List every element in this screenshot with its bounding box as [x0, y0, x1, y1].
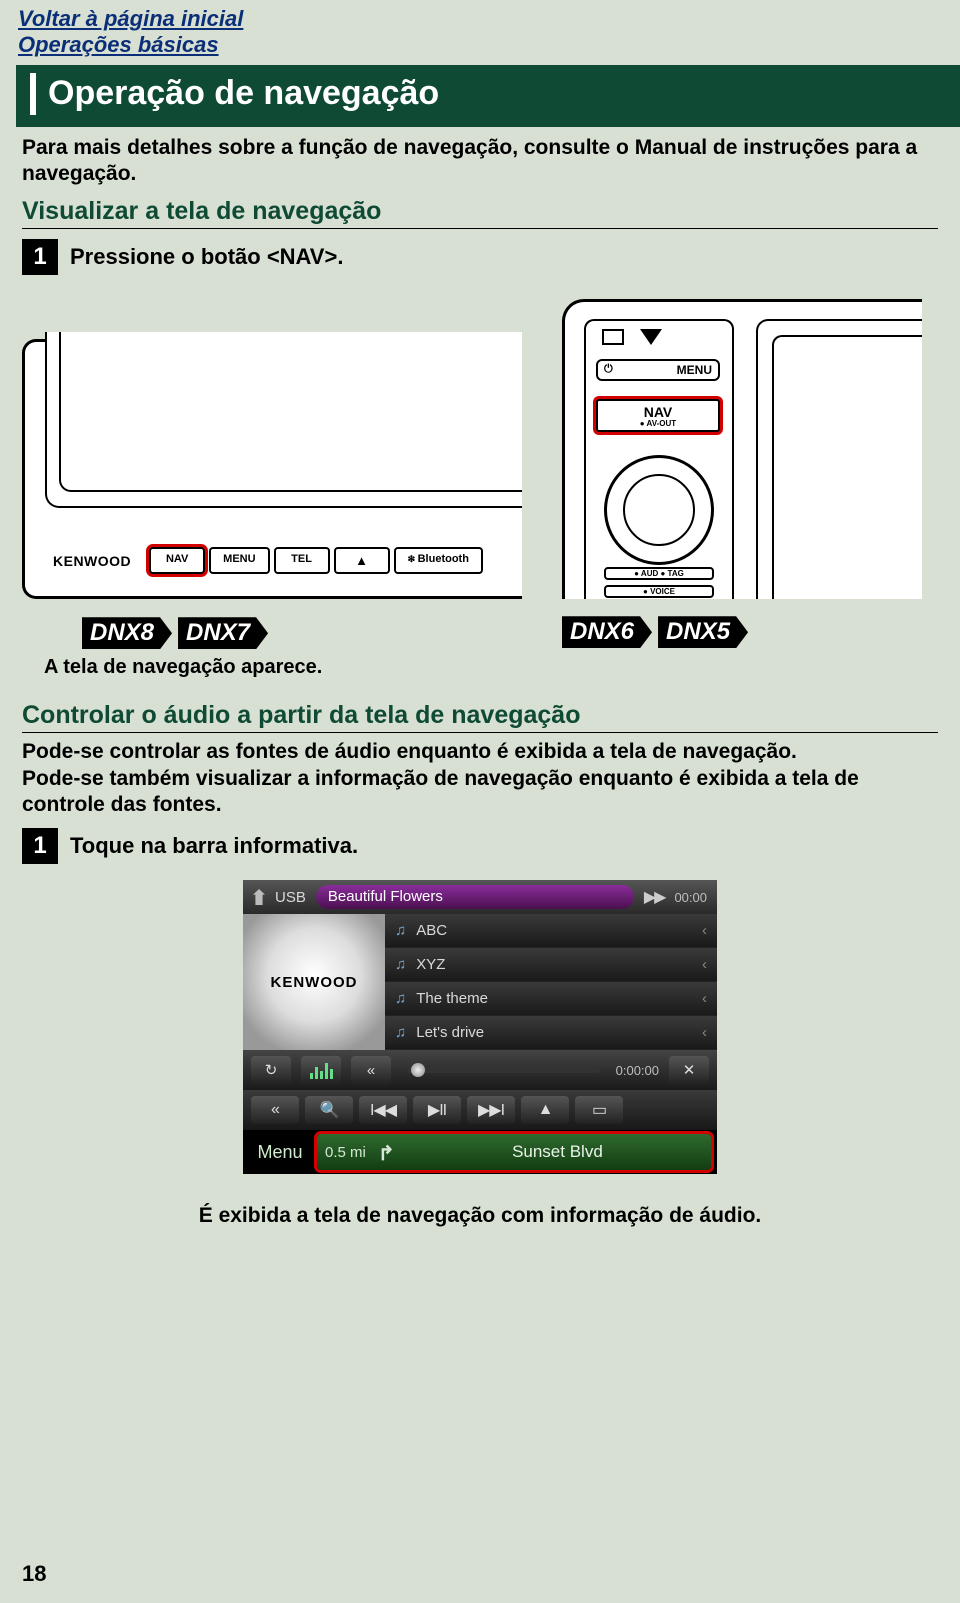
- dnx6-tag: DNX6: [562, 616, 652, 648]
- nav-info-bar-highlight: 0.5 mi ↱ Sunset Blvd: [317, 1134, 711, 1170]
- volume-knob: [604, 455, 714, 565]
- road-name: Sunset Blvd: [412, 1142, 703, 1162]
- menu-button: MENU: [209, 547, 269, 574]
- menu-button-right: MENU: [596, 359, 720, 381]
- eject-button: ▲: [334, 547, 390, 574]
- progress-bar: [407, 1067, 600, 1073]
- nav-screen-appears: A tela de navegação aparece.: [44, 656, 938, 679]
- note-icon: ♫: [395, 922, 406, 939]
- brand-label: KENWOOD: [53, 553, 131, 569]
- dnx5-tag: DNX5: [658, 616, 748, 648]
- prev-track-button: I◀◀: [359, 1096, 407, 1124]
- search-button: 🔍: [305, 1096, 353, 1124]
- tel-button: TEL: [274, 547, 330, 574]
- caret-icon: ‹: [702, 990, 707, 1007]
- subhead-visualize: Visualizar a tela de navegação: [22, 197, 938, 229]
- elapsed-time: 0:00:00: [616, 1063, 659, 1078]
- track-name: ABC: [416, 922, 447, 939]
- distance-label: 0.5 mi: [325, 1144, 366, 1161]
- body1: Pode-se controlar as fontes de áudio enq…: [22, 739, 938, 765]
- play-pause-button: ▶II: [413, 1096, 461, 1124]
- final-text: É exibida a tela de navegação com inform…: [22, 1204, 938, 1228]
- note-icon: ♫: [395, 956, 406, 973]
- album-art-brand: KENWOOD: [243, 914, 385, 1050]
- caret-icon: ‹: [702, 922, 707, 939]
- usb-icon: [253, 889, 265, 905]
- track-name: XYZ: [416, 956, 445, 973]
- page-number: 18: [22, 1561, 46, 1587]
- nav-button-right-highlight: NAV ● AV-OUT: [596, 399, 720, 432]
- audio-screenshot: USB Beautiful Flowers ▶▶ 00:00 KENWOOD ♫…: [243, 880, 717, 1174]
- list-item: ♫ The theme ‹: [385, 982, 717, 1016]
- folder-button: ▭: [575, 1096, 623, 1124]
- bluetooth-button: Bluetooth: [394, 547, 483, 574]
- title-accent: [30, 73, 36, 115]
- next-track-button: ▶▶I: [467, 1096, 515, 1124]
- ff-icon: ▶▶: [644, 887, 665, 907]
- eq-bars: [301, 1056, 341, 1084]
- dnx8-tag: DNX8: [82, 617, 172, 649]
- triangle-icon: [640, 329, 662, 345]
- intro-text: Para mais detalhes sobre a função de nav…: [22, 135, 938, 188]
- eject-button-audio: ▲: [521, 1096, 569, 1124]
- page-title: Operação de navegação: [48, 74, 439, 113]
- device-diagram-right: MENU NAV ● AV-OUT ● AUD ● TAG ● VOICE: [562, 299, 922, 599]
- nav-label: NAV: [598, 405, 718, 419]
- time-label: 00:00: [674, 890, 707, 905]
- body2: Pode-se também visualizar a informação d…: [22, 766, 938, 819]
- nav-button-highlight: NAV: [149, 547, 205, 574]
- menu-soft-button: Menu: [249, 1142, 311, 1163]
- step-text-2: Toque na barra informativa.: [70, 833, 358, 859]
- turn-icon: ↱: [378, 1141, 400, 1163]
- step-text: Pressione o botão <NAV>.: [70, 244, 343, 270]
- voice-label: ● VOICE: [604, 585, 714, 598]
- repeat-button: ↻: [251, 1056, 291, 1084]
- note-icon: ♫: [395, 990, 406, 1007]
- back-button: «: [251, 1096, 299, 1124]
- note-icon: ♫: [395, 1024, 406, 1041]
- dnx7-tag: DNX7: [178, 617, 268, 649]
- step-number: 1: [22, 239, 58, 275]
- track-name: The theme: [416, 990, 488, 1007]
- list-item: ♫ Let's drive ‹: [385, 1016, 717, 1050]
- source-label: USB: [275, 889, 306, 906]
- aud-label: ● AUD ● TAG: [604, 567, 714, 580]
- caret-icon: ‹: [702, 956, 707, 973]
- prev-page-button: «: [351, 1056, 391, 1084]
- list-item: ♫ ABC ‹: [385, 914, 717, 948]
- link-home[interactable]: Voltar à página inicial: [18, 6, 942, 32]
- section-title-bar: Operação de navegação: [16, 65, 960, 127]
- shuffle-button: ✕: [669, 1056, 709, 1084]
- track-name: Let's drive: [416, 1024, 484, 1041]
- list-item: ♫ XYZ ‹: [385, 948, 717, 982]
- caret-icon: ‹: [702, 1024, 707, 1041]
- subhead-control-audio: Controlar o áudio a partir da tela de na…: [22, 701, 938, 733]
- step-number-2: 1: [22, 828, 58, 864]
- now-playing-title: Beautiful Flowers: [316, 885, 634, 909]
- nav-sublabel: ● AV-OUT: [598, 419, 718, 428]
- top-icon: [602, 329, 624, 345]
- device-diagram-left: KENWOOD NAV MENU TEL ▲ Bluetooth: [22, 339, 522, 599]
- link-basics[interactable]: Operações básicas: [18, 32, 942, 58]
